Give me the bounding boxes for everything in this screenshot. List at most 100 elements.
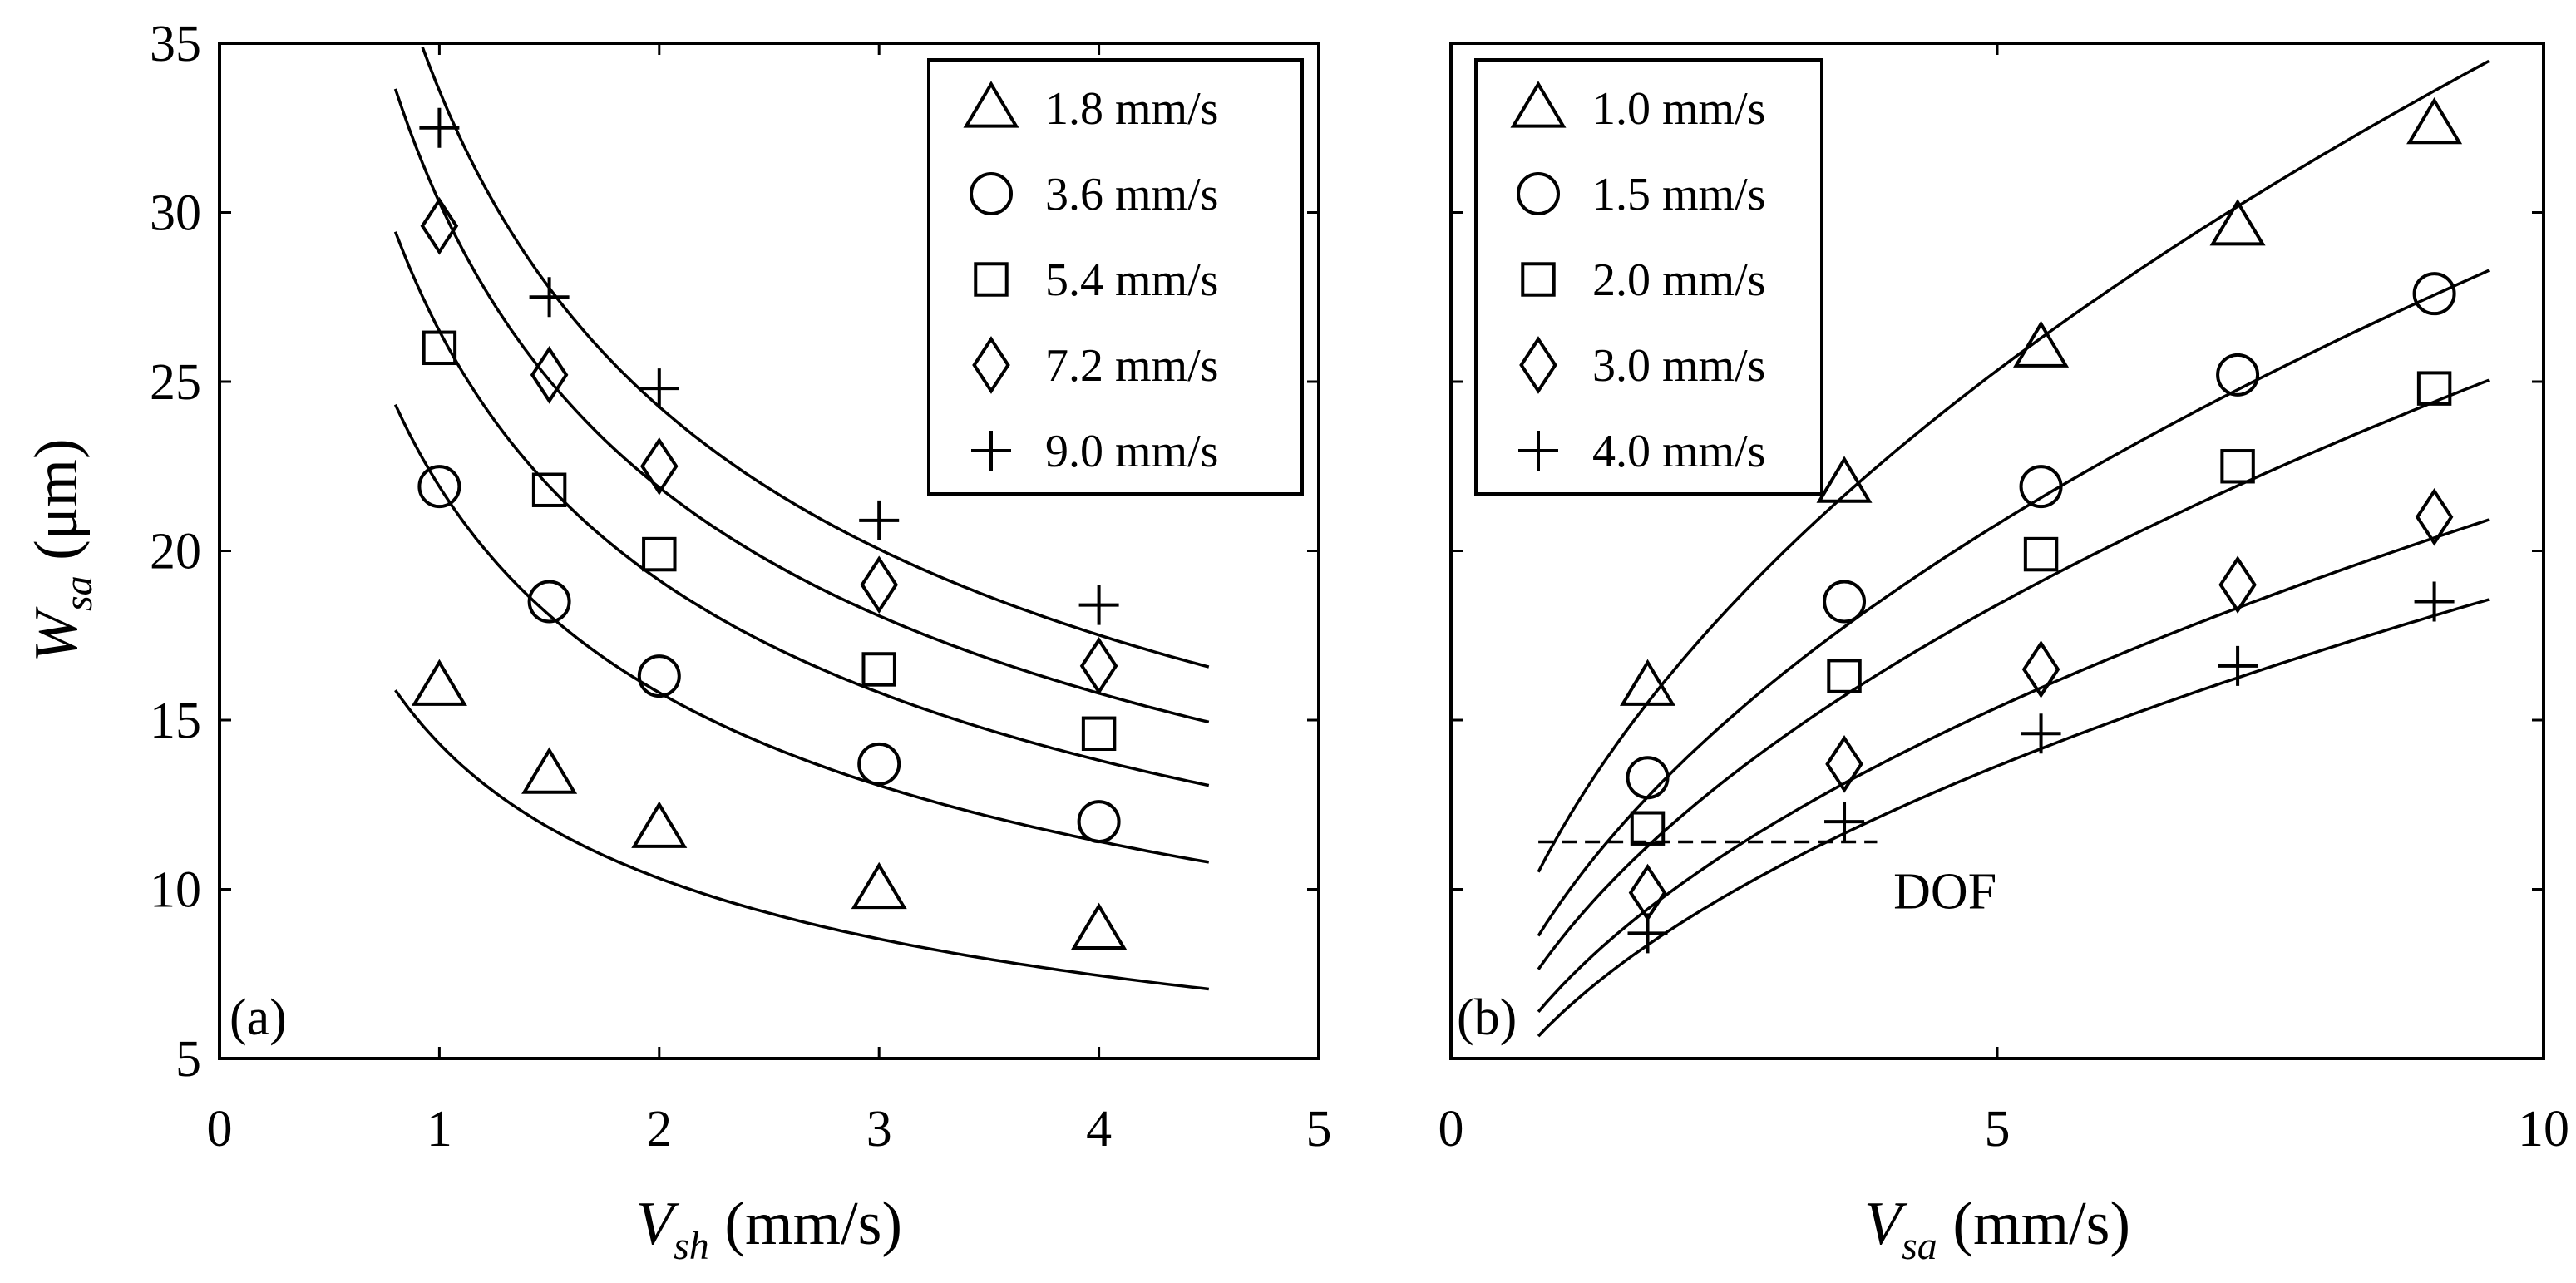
- data-point-b-0: [2209, 199, 2266, 246]
- legend-label-b-3: 3.0 mm/s: [1592, 340, 1765, 392]
- y-axis-label: Wsa (μm): [22, 438, 101, 662]
- data-point-b-1: [1626, 756, 1670, 800]
- data-point-a-3: [1079, 637, 1118, 695]
- x-tick-label-b: 0: [1439, 1101, 1464, 1157]
- legend-marker-a-2: [974, 262, 1009, 297]
- data-point-b-2: [2416, 371, 2452, 406]
- legend-frame-b: [1474, 58, 1823, 496]
- y-tick-label: 15: [150, 693, 201, 749]
- data-markers-b: [1620, 96, 2463, 954]
- data-point-b-3: [1825, 735, 1863, 793]
- legend-marker-b-3: [1519, 336, 1557, 394]
- legend-marker-a-1: [970, 172, 1013, 215]
- x-tick-label-a: 3: [866, 1101, 892, 1157]
- data-point-a-1: [857, 742, 901, 786]
- data-point-b-0: [1620, 659, 1676, 706]
- data-point-a-4: [1078, 585, 1119, 625]
- legend-marker-a-4: [971, 431, 1011, 471]
- legend-label-a-3: 7.2 mm/s: [1045, 340, 1218, 392]
- x-tick-label-a: 2: [646, 1101, 672, 1157]
- data-point-b-3: [2218, 555, 2257, 614]
- legend-label-b-0: 1.0 mm/s: [1592, 83, 1765, 135]
- data-point-b-4: [2414, 581, 2455, 622]
- y-axis-sub: sa: [57, 575, 101, 611]
- data-point-a-0: [631, 801, 688, 848]
- data-point-a-1: [527, 580, 571, 624]
- legend-marker-a-3: [972, 336, 1010, 394]
- data-point-a-0: [411, 659, 467, 706]
- data-point-b-0: [2013, 320, 2070, 368]
- data-point-a-2: [1081, 716, 1117, 751]
- y-axis-space: [22, 560, 91, 576]
- panel-label-b: (b): [1457, 989, 1517, 1046]
- y-tick-label: 20: [150, 524, 201, 580]
- data-point-a-4: [639, 368, 679, 409]
- data-point-a-2: [861, 652, 896, 687]
- data-point-a-2: [531, 472, 567, 507]
- fit-curve-b-0: [1537, 59, 2490, 873]
- fit-curve-b-3: [1537, 518, 2490, 1014]
- x-tick-label-a: 0: [207, 1101, 233, 1157]
- panel-label-a: (a): [229, 989, 287, 1046]
- fit-curve-b-2: [1537, 378, 2490, 970]
- fit-curves-b: [1537, 59, 2490, 1038]
- dof-annotation: DOF: [1893, 864, 1996, 920]
- legend-label-a-0: 1.8 mm/s: [1045, 83, 1218, 135]
- data-point-b-2: [2220, 449, 2255, 484]
- x-axis-sub-b: sa: [1902, 1224, 1937, 1268]
- legend-b: 1.0 mm/s 1.5 mm/s 2.0 mm/s 3.0 mm/s 4.0 mm/s: [1474, 58, 1823, 496]
- legend-marker-b-1: [1517, 172, 1560, 215]
- data-point-a-3: [420, 196, 459, 255]
- legend-label-b-2: 2.0 mm/s: [1592, 254, 1765, 306]
- legend-label-a-2: 5.4 mm/s: [1045, 254, 1218, 306]
- data-point-b-1: [1823, 580, 1867, 624]
- data-point-b-1: [2412, 272, 2456, 316]
- legend-frame-a: [927, 58, 1304, 496]
- data-point-b-4: [1824, 802, 1865, 842]
- x-axis-label-a: Vsh (mm/s): [636, 1190, 902, 1268]
- legend-label-a-1: 3.6 mm/s: [1045, 169, 1218, 220]
- data-point-b-2: [1827, 659, 1862, 693]
- data-point-a-1: [417, 465, 461, 509]
- legend-marker-b-4: [1518, 431, 1558, 471]
- x-axis-unit-text-a: (mm/s): [724, 1190, 902, 1258]
- x-axis-var-b: V: [1864, 1190, 1908, 1258]
- axis-ticks-a: 0 1 2 3 4 5 5 10 15 20 25 30 35: [150, 16, 1332, 1157]
- legend-label-b-1: 1.5 mm/s: [1592, 169, 1765, 220]
- legend-label-a-4: 9.0 mm/s: [1045, 426, 1218, 477]
- legend-marker-b-2: [1521, 262, 1556, 297]
- data-point-a-1: [637, 654, 681, 698]
- fit-curve-a-4: [421, 47, 1210, 669]
- x-tick-label-a: 1: [427, 1101, 452, 1157]
- data-point-b-4: [1627, 913, 1668, 954]
- data-point-a-4: [859, 500, 900, 540]
- fit-curve-a-0: [394, 689, 1210, 991]
- y-tick-label: 35: [150, 16, 201, 72]
- x-axis-unit-text-b: (mm/s): [1952, 1190, 2130, 1258]
- panel-b: DOF 0 5 10 1.0 mm/s 1.5 mm/s 2.0 mm/s 3.0 mm/…: [1439, 42, 2569, 1268]
- data-markers-a: [411, 107, 1128, 950]
- fit-curve-b-4: [1537, 598, 2490, 1038]
- data-point-b-4: [2218, 645, 2258, 686]
- x-axis-space-b: [1937, 1190, 1953, 1258]
- fit-curve-a-3: [393, 88, 1210, 724]
- x-tick-label-a: 5: [1306, 1101, 1332, 1157]
- data-point-a-2: [422, 330, 457, 366]
- data-point-a-2: [642, 536, 677, 572]
- x-axis-label-b: Vsa (mm/s): [1864, 1190, 2130, 1268]
- y-tick-label: 5: [175, 1031, 201, 1088]
- data-point-a-3: [640, 437, 679, 496]
- data-point-b-0: [1816, 456, 1873, 503]
- y-tick-label: 10: [150, 862, 201, 919]
- data-point-b-1: [2019, 465, 2063, 509]
- legend-label-b-4: 4.0 mm/s: [1592, 426, 1765, 477]
- fit-curve-b-1: [1537, 269, 2490, 937]
- axis-ticks-b: 0 5 10: [1439, 42, 2569, 1157]
- data-point-b-1: [2216, 353, 2260, 397]
- data-point-b-2: [1630, 811, 1666, 846]
- data-point-a-3: [530, 346, 569, 404]
- y-tick-label: 30: [150, 185, 201, 242]
- legend-marker-b-0: [1510, 81, 1567, 128]
- data-point-a-4: [529, 277, 570, 318]
